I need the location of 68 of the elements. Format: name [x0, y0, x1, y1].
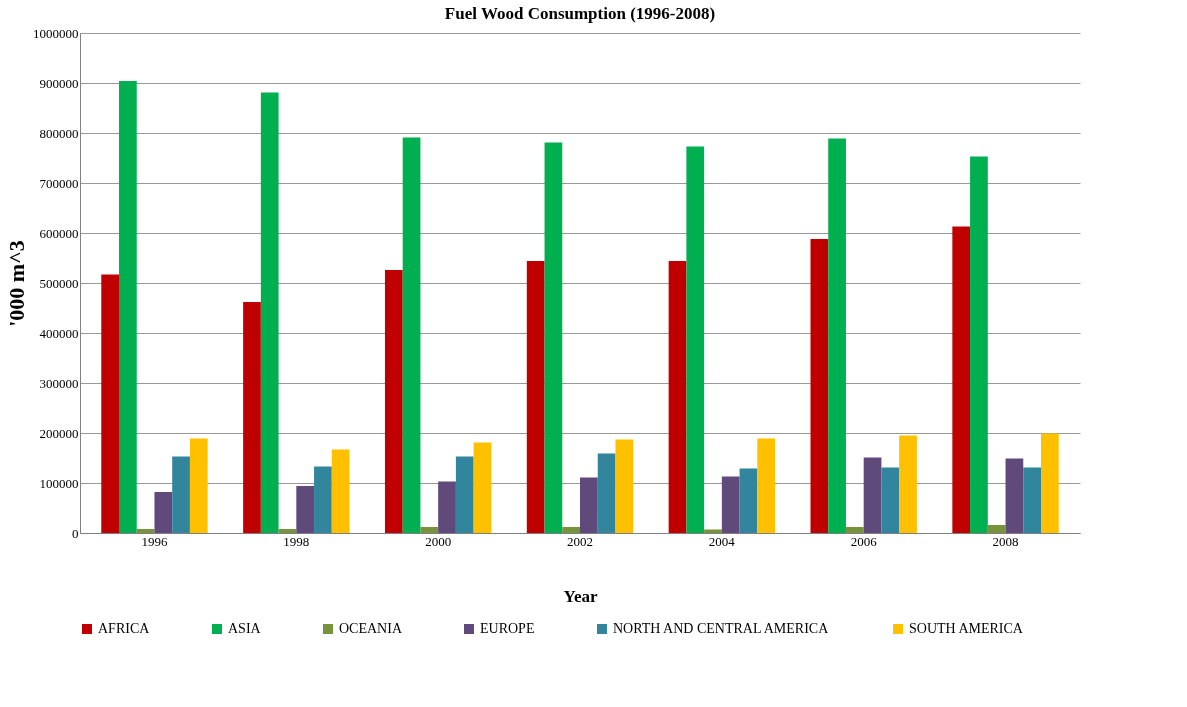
bar: [562, 527, 580, 533]
bar: [331, 449, 350, 533]
bar: [260, 92, 279, 533]
legend-label: OCEANIA: [339, 621, 403, 636]
y-tick-label: 600000: [39, 225, 79, 241]
bar: [420, 527, 439, 533]
bar: [580, 477, 598, 533]
bar: [1005, 458, 1024, 533]
bar: [987, 525, 1006, 533]
bar: [243, 302, 261, 533]
x-tick-label: 2004: [708, 533, 736, 549]
legend-label: AFRICA: [98, 621, 151, 636]
bar: [314, 466, 332, 533]
y-tick-label: 1000000: [33, 25, 79, 41]
y-tick-label: 900000: [39, 75, 79, 91]
legend-label: ASIA: [228, 621, 262, 636]
bar: [952, 226, 971, 533]
x-tick-label: 1996: [141, 533, 168, 549]
bar: [119, 81, 137, 533]
y-tick-label: 400000: [39, 325, 79, 341]
bar: [899, 435, 917, 533]
bar: [721, 476, 740, 533]
bar: [828, 138, 846, 533]
bar: [881, 467, 900, 533]
bar: [1023, 467, 1041, 533]
bar: [136, 529, 155, 533]
bar: [455, 456, 474, 533]
bar: [172, 456, 190, 533]
y-tick-label: 200000: [39, 425, 79, 441]
bar: [668, 261, 687, 533]
bar: [810, 239, 829, 533]
legend-label: NORTH AND CENTRAL AMERICA: [613, 621, 830, 636]
bar: [189, 438, 208, 533]
bar: [438, 481, 456, 533]
x-tick-label: 2008: [992, 533, 1019, 549]
y-tick-label: 300000: [39, 375, 79, 391]
bar: [101, 274, 120, 533]
y-tick-label: 100000: [39, 475, 79, 491]
y-axis-title: '000 m^3: [4, 240, 29, 327]
x-axis-title: Year: [563, 586, 598, 606]
bar: [686, 146, 705, 533]
y-tick-label: 800000: [39, 125, 79, 141]
y-tick-label: 500000: [39, 275, 79, 291]
x-tick-label: 2006: [850, 533, 878, 549]
y-tick-label: 0: [72, 525, 79, 541]
x-tick-label: 2002: [567, 533, 593, 549]
bar: [154, 492, 173, 533]
bar: [473, 442, 492, 533]
x-tick-label: 2000: [425, 533, 452, 549]
bar: [757, 438, 776, 533]
bar: [597, 453, 616, 533]
bar: [615, 439, 634, 533]
legend-label: SOUTH AMERICA: [909, 621, 1024, 636]
bar: [278, 529, 297, 533]
bar: [739, 468, 758, 533]
bar: [970, 156, 988, 533]
chart-title: Fuel Wood Consumption (1996-2008): [444, 4, 716, 23]
bar: [296, 486, 315, 533]
y-tick-label: 700000: [39, 175, 79, 191]
x-tick-label: 1998: [283, 533, 310, 549]
bar: [544, 142, 563, 533]
bar: [1040, 433, 1059, 533]
legend-label: EUROPE: [480, 621, 535, 636]
bar: [526, 261, 545, 533]
bar: [845, 527, 864, 533]
bar: [863, 457, 882, 533]
bar: [402, 137, 421, 533]
bar: [384, 270, 403, 533]
